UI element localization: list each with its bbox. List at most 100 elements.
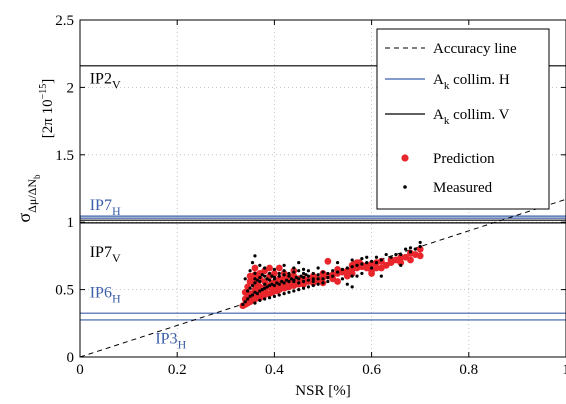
measured-point bbox=[370, 259, 374, 263]
measured-point bbox=[326, 271, 330, 276]
measured-point bbox=[301, 275, 306, 280]
measured-point bbox=[258, 279, 262, 284]
measured-point bbox=[326, 275, 330, 280]
prediction-point bbox=[309, 272, 317, 280]
measured-point bbox=[292, 266, 296, 270]
measured-point bbox=[253, 290, 257, 294]
legend-swatch-dot bbox=[401, 154, 409, 162]
measured-point bbox=[263, 286, 267, 290]
measured-point bbox=[316, 277, 320, 281]
measured-point bbox=[282, 269, 286, 273]
measured-point bbox=[287, 274, 291, 278]
measured-point bbox=[370, 266, 374, 270]
measured-point bbox=[306, 285, 311, 289]
measured-point bbox=[292, 289, 296, 293]
measured-point bbox=[267, 271, 272, 276]
measured-point bbox=[277, 282, 281, 286]
measured-point bbox=[345, 266, 349, 270]
measured-point bbox=[260, 273, 264, 277]
measured-point bbox=[321, 277, 325, 281]
measured-point bbox=[277, 274, 281, 278]
legend: Accuracy line Ak collim. H Ak collim. V Pre… bbox=[376, 28, 550, 210]
measured-point bbox=[306, 269, 311, 273]
measured-point bbox=[394, 252, 398, 257]
measured-point bbox=[255, 292, 259, 296]
measured-point bbox=[379, 274, 383, 278]
measured-point bbox=[272, 277, 276, 281]
measured-point bbox=[289, 277, 294, 281]
measured-point bbox=[258, 289, 262, 293]
measured-point bbox=[379, 258, 383, 262]
measured-point bbox=[418, 240, 422, 245]
measured-point bbox=[277, 293, 281, 297]
measured-point bbox=[340, 277, 345, 281]
measured-point bbox=[260, 288, 264, 292]
prediction-point bbox=[324, 257, 332, 265]
axes-frame bbox=[79, 19, 566, 358]
measured-point bbox=[292, 279, 296, 284]
measured-point bbox=[253, 281, 257, 285]
y-tick-label: 2.5 bbox=[55, 13, 74, 29]
prediction-point bbox=[266, 264, 273, 272]
measured-point bbox=[335, 261, 340, 265]
axes-box bbox=[79, 19, 566, 358]
measured-point bbox=[267, 296, 272, 300]
prediction-point bbox=[300, 280, 307, 288]
measured-point bbox=[263, 282, 267, 286]
line-annotation: IP7V bbox=[90, 244, 121, 265]
prediction-point bbox=[334, 278, 341, 285]
measured-point bbox=[355, 263, 359, 267]
line-annotation: IP3H bbox=[155, 331, 186, 352]
measured-point bbox=[287, 271, 291, 276]
y-tick-label: 0.5 bbox=[55, 283, 74, 299]
measured-point bbox=[275, 281, 279, 285]
measured-point bbox=[311, 271, 315, 276]
measured-point bbox=[316, 282, 320, 286]
measured-point bbox=[243, 277, 247, 281]
measured-point bbox=[253, 301, 257, 305]
measured-point bbox=[267, 283, 272, 288]
measured-point bbox=[306, 274, 311, 278]
measured-point bbox=[311, 283, 315, 288]
measured-point bbox=[326, 279, 330, 284]
axis-ticks: 0 0.2 0.4 0.6 0.8 1 0 0.5 1 1.5 2 2.5 bbox=[55, 13, 566, 378]
measured-point bbox=[253, 254, 257, 258]
measured-point bbox=[389, 255, 393, 259]
measured-point bbox=[287, 279, 291, 284]
measured-point bbox=[301, 286, 306, 290]
measured-point bbox=[304, 273, 308, 277]
measured-point bbox=[287, 290, 291, 294]
measured-point bbox=[253, 277, 257, 281]
measured-point bbox=[374, 255, 379, 259]
measured-point bbox=[263, 274, 267, 278]
measured-point bbox=[350, 258, 354, 262]
measured-point bbox=[282, 263, 286, 267]
measured-point bbox=[408, 250, 413, 254]
axis-labels: NSR [%] σΔμ/ΔNb [2π 10−15] bbox=[14, 79, 351, 399]
x-axis-label: NSR [%] bbox=[295, 383, 350, 399]
x-tick-label: 0.8 bbox=[459, 362, 478, 378]
legend-swatch-dot bbox=[403, 185, 407, 189]
annotations: IP2V IP7H IP7V IP6H IP3H bbox=[90, 70, 187, 351]
measured-point bbox=[272, 283, 276, 288]
y-tick-label: 2 bbox=[67, 80, 75, 96]
measured-point bbox=[413, 247, 417, 251]
prediction-point bbox=[348, 270, 356, 277]
measured-point bbox=[248, 286, 252, 290]
measured-point bbox=[350, 265, 354, 269]
measured-point bbox=[267, 278, 272, 282]
measured-point bbox=[301, 271, 306, 276]
line-annotation: IP7H bbox=[90, 197, 121, 218]
measured-point bbox=[299, 274, 303, 278]
measured-point bbox=[355, 274, 359, 278]
x-tick-label: 0.6 bbox=[362, 362, 381, 378]
legend-box bbox=[376, 28, 550, 210]
measured-point bbox=[241, 302, 245, 307]
measured-point bbox=[301, 279, 306, 284]
measured-point bbox=[250, 261, 255, 265]
measured-point bbox=[263, 266, 267, 270]
measured-point bbox=[321, 270, 325, 274]
line-annotation: IP2V bbox=[90, 70, 121, 91]
measured-point bbox=[418, 244, 422, 249]
measured-point bbox=[404, 247, 408, 251]
